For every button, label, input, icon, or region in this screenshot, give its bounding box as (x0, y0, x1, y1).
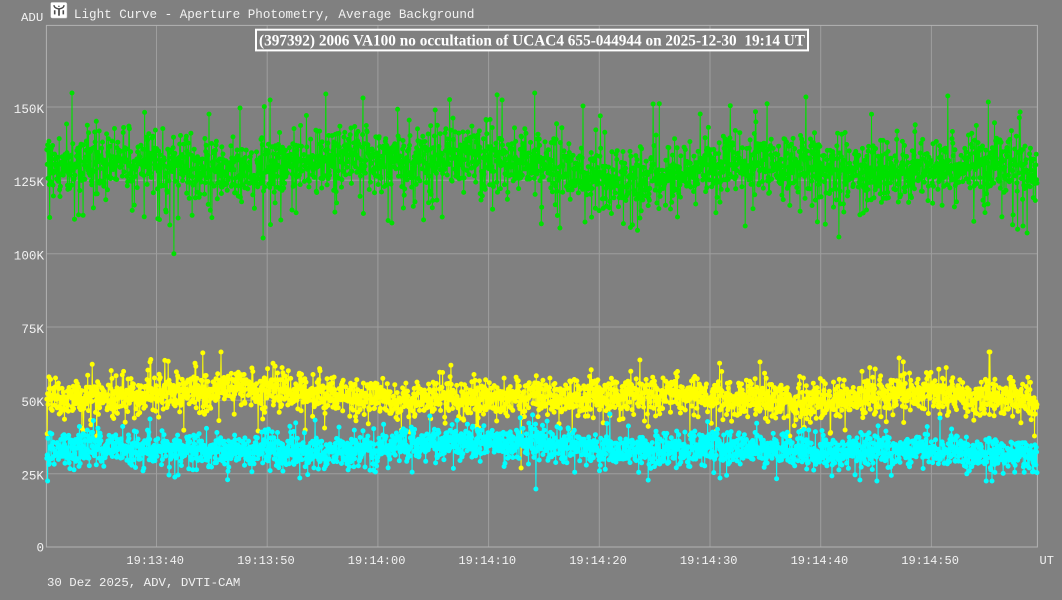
svg-text:19:14:50: 19:14:50 (901, 554, 959, 568)
svg-text:UT: UT (1040, 554, 1054, 568)
svg-text:125K: 125K (14, 176, 45, 190)
svg-text:(397392) 2006 VA100 no occulta: (397392) 2006 VA100 no occultation of UC… (259, 32, 806, 49)
svg-text:50K: 50K (21, 396, 44, 410)
svg-text:30 Dez 2025, ADV, DVTI-CAM: 30 Dez 2025, ADV, DVTI-CAM (47, 576, 240, 590)
svg-text:150K: 150K (14, 103, 45, 117)
svg-text:75K: 75K (21, 323, 44, 337)
svg-text:0: 0 (36, 542, 44, 556)
svg-text:19:14:20: 19:14:20 (569, 554, 627, 568)
svg-text:100K: 100K (14, 250, 45, 264)
svg-text:25K: 25K (21, 470, 44, 484)
svg-text:ADU: ADU (21, 11, 43, 25)
svg-text:19:13:50: 19:13:50 (237, 554, 295, 568)
svg-text:19:14:10: 19:14:10 (458, 554, 516, 568)
svg-text:19:13:40: 19:13:40 (126, 554, 184, 568)
svg-text:Light Curve - Aperture Photome: Light Curve - Aperture Photometry, Avera… (74, 8, 475, 22)
svg-text:19:14:30: 19:14:30 (680, 554, 738, 568)
svg-text:19:14:40: 19:14:40 (791, 554, 849, 568)
svg-text:19:14:00: 19:14:00 (348, 554, 406, 568)
